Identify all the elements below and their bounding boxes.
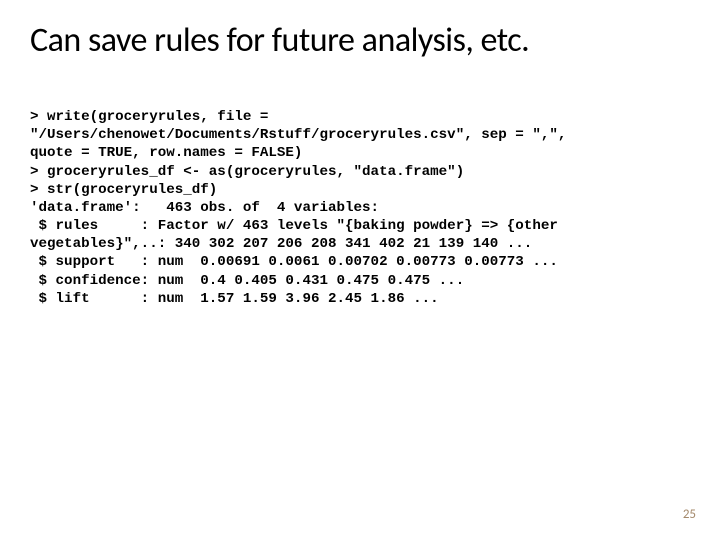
code-block: > write(groceryrules, file = "/Users/che… — [30, 108, 690, 308]
page-number: 25 — [683, 507, 696, 522]
slide: Can save rules for future analysis, etc.… — [0, 0, 720, 540]
slide-title: Can save rules for future analysis, etc. — [30, 20, 690, 61]
